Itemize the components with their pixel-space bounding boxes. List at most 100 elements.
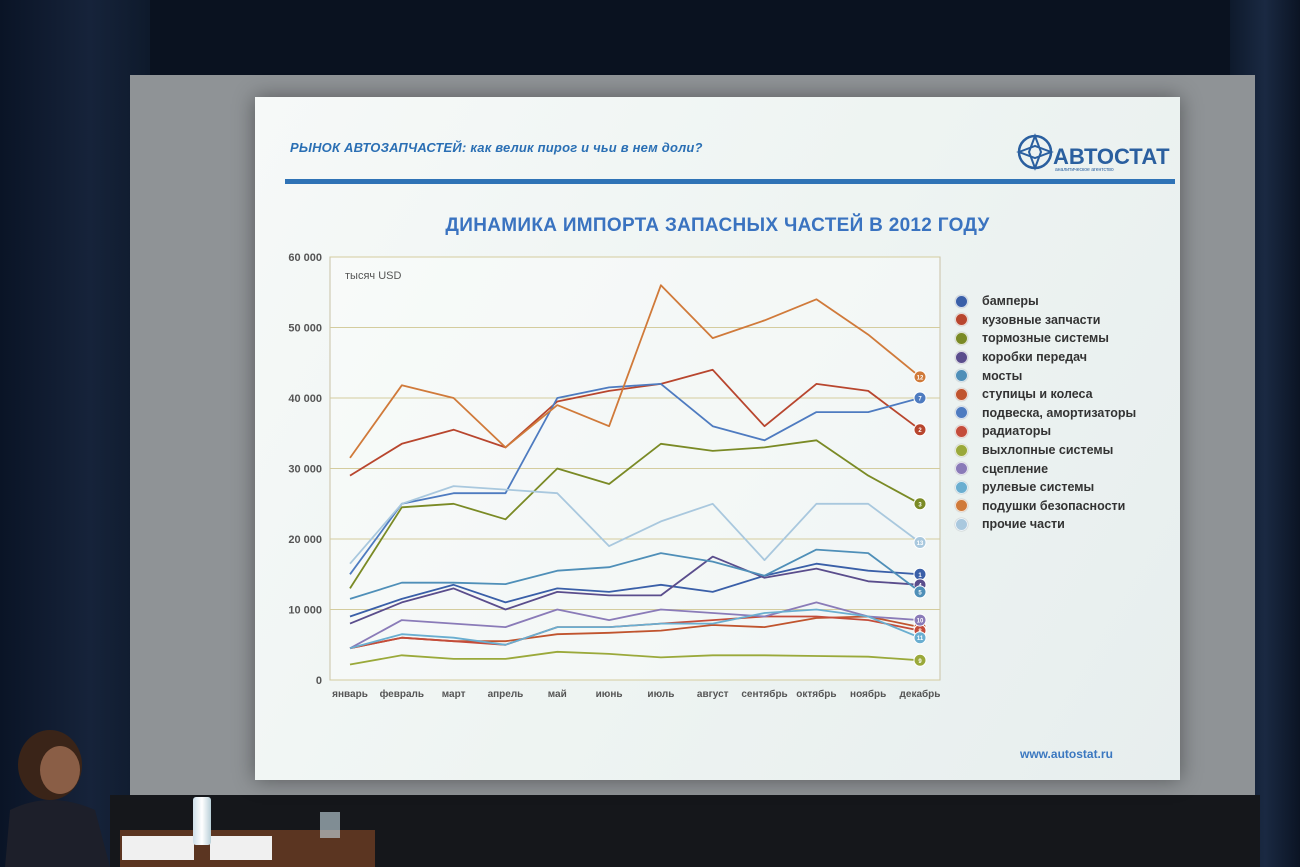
legend-label: подушки безопасности <box>982 498 1126 513</box>
legend: бамперы кузовные запчасти тормозные систем… <box>955 292 1136 534</box>
series-end-marker-9 <box>913 653 927 667</box>
legend-label: кузовные запчасти <box>982 312 1101 327</box>
x-tick-label: январь <box>332 689 368 700</box>
glass <box>320 812 340 838</box>
autostat-logo-icon <box>1016 133 1054 171</box>
legend-label: подвеска, амортизаторы <box>982 405 1137 420</box>
series-end-number: 2 <box>918 428 922 434</box>
series-line-4 <box>349 555 921 625</box>
series-line-3 <box>349 439 921 589</box>
series-line-13 <box>349 485 921 565</box>
footer-url[interactable]: www.autostat.ru <box>1020 747 1113 761</box>
series-end-marker-12 <box>913 370 927 384</box>
x-tick-label: сентябрь <box>741 688 787 700</box>
legend-label: тормозные системы <box>982 331 1109 346</box>
x-tick-label: декабрь <box>900 688 941 700</box>
legend-label: коробки передач <box>982 350 1088 365</box>
legend-marker-icon <box>955 406 968 420</box>
nameplate-2 <box>210 836 272 860</box>
x-tick-label: октябрь <box>796 688 836 700</box>
audience-person <box>5 730 110 867</box>
legend-label: мосты <box>982 368 1023 383</box>
series-end-number: 5 <box>918 590 922 596</box>
x-tick-label: февраль <box>380 688 425 700</box>
ceiling-dark <box>0 0 1300 75</box>
legend-item: кузовные запчасти <box>955 311 1136 330</box>
series-line-12 <box>349 284 921 459</box>
series-end-number: 11 <box>917 636 924 642</box>
unit-label: тысяч USD <box>345 270 401 282</box>
legend-item: выхлопные системы <box>955 441 1136 460</box>
legend-label: прочие части <box>982 517 1065 532</box>
x-tick-label: апрель <box>488 689 524 700</box>
legend-marker-icon <box>955 480 968 494</box>
legend-label: выхлопные системы <box>982 443 1114 458</box>
series-end-number: 10 <box>917 619 924 625</box>
series-end-number: 1 <box>918 573 922 579</box>
x-tick-label: август <box>697 689 729 700</box>
legend-marker-icon <box>955 424 968 438</box>
slide-header: РЫНОК АВТОЗАПЧАСТЕЙ: как велик пирог и ч… <box>290 140 703 155</box>
series-end-marker-10 <box>913 613 927 627</box>
series-end-marker-7 <box>913 391 927 405</box>
legend-label: ступицы и колеса <box>982 387 1093 402</box>
series-end-number: 3 <box>918 502 922 508</box>
legend-label: рулевые системы <box>982 480 1095 495</box>
series-line-7 <box>349 382 921 575</box>
line-chart: 0 10 000 20 000 30 000 40 000 50 000 60 000 тыс… <box>288 252 941 700</box>
legend-marker-icon <box>955 294 968 308</box>
legend-item: сцепление <box>955 459 1136 478</box>
series-line-5 <box>349 548 921 600</box>
chart-title: ДИНАМИКА ИМПОРТА ЗАПАСНЫХ ЧАСТЕЙ В 2012 … <box>445 215 990 236</box>
legend-item: подвеска, амортизаторы <box>955 404 1136 423</box>
legend-item: радиаторы <box>955 422 1136 441</box>
water-bottle <box>193 797 211 845</box>
legend-marker-icon <box>955 462 968 476</box>
legend-marker-icon <box>955 369 968 383</box>
y-tick-label: 60 000 <box>288 252 322 264</box>
series-end-marker-3 <box>913 497 927 511</box>
series-line-2 <box>349 368 921 477</box>
series-end-marker-11 <box>913 631 927 645</box>
y-tick-label: 20 000 <box>288 534 322 546</box>
legend-label: бамперы <box>982 294 1039 309</box>
legend-marker-icon <box>955 387 968 401</box>
logo-subtitle: аналитическое агентство <box>1055 167 1114 173</box>
legend-label: сцепление <box>982 461 1049 476</box>
slide: РЫНОК АВТОЗАПЧАСТЕЙ: как велик пирог и ч… <box>255 97 1180 780</box>
y-tick-label: 30 000 <box>288 464 322 476</box>
series-line-1 <box>349 562 921 618</box>
x-tick-label: июль <box>647 689 674 700</box>
logo-text: АВТОСТАТ <box>1053 144 1170 169</box>
x-tick-label: июнь <box>596 689 623 700</box>
legend-item: бамперы <box>955 292 1136 311</box>
series-end-number: 7 <box>918 397 922 403</box>
series-end-number: 12 <box>917 375 924 381</box>
y-tick-label: 0 <box>316 675 322 687</box>
series-end-number: 9 <box>918 659 922 665</box>
y-tick-label: 40 000 <box>288 393 322 405</box>
curtain-left <box>0 0 150 867</box>
y-tick-label: 50 000 <box>288 323 322 335</box>
legend-marker-icon <box>955 331 968 345</box>
series-line-11 <box>349 608 921 650</box>
legend-item: тормозные системы <box>955 329 1136 348</box>
legend-item: прочие части <box>955 515 1136 534</box>
legend-marker-icon <box>955 350 968 364</box>
legend-item: коробки передач <box>955 348 1136 367</box>
series-end-marker-5 <box>913 585 927 599</box>
x-tick-label: ноябрь <box>850 688 886 700</box>
legend-marker-icon <box>955 499 968 513</box>
legend-marker-icon <box>955 313 968 327</box>
legend-label: радиаторы <box>982 424 1052 439</box>
legend-item: подушки безопасности <box>955 497 1136 516</box>
legend-item: мосты <box>955 366 1136 385</box>
series-end-marker-13 <box>913 536 927 550</box>
x-tick-label: май <box>548 689 567 700</box>
legend-marker-icon <box>955 443 968 457</box>
header-divider <box>285 179 1175 184</box>
x-tick-label: март <box>442 689 466 700</box>
series-end-marker-2 <box>913 423 927 437</box>
y-tick-label: 10 000 <box>288 605 322 617</box>
series-line-9 <box>349 650 921 666</box>
